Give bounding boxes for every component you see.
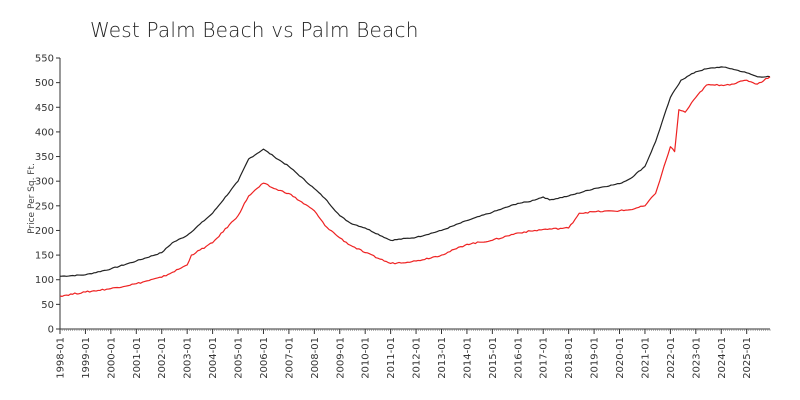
series-line-1 <box>59 66 771 277</box>
y-tick-label: 0 <box>48 325 54 336</box>
y-tick-label: 450 <box>35 103 54 114</box>
series-line-2 <box>59 76 771 297</box>
x-tick-label: 2023-01 <box>691 337 702 379</box>
x-tick-label: 2008-01 <box>310 337 321 379</box>
y-axis-title: Price Per Sq. Ft. <box>27 163 37 234</box>
y-tick-label: 50 <box>41 300 54 311</box>
x-tick-label: 2013-01 <box>437 337 448 379</box>
y-tick-label: 550 <box>35 54 54 65</box>
y-tick-label: 300 <box>35 177 54 188</box>
y-tick-label: 200 <box>35 226 54 237</box>
x-tick-label: 2018-01 <box>564 337 575 379</box>
x-tick-label: 1999-01 <box>81 337 92 379</box>
x-tick-label: 2003-01 <box>183 337 194 379</box>
series-layer <box>59 66 771 297</box>
x-tick-label: 2017-01 <box>539 337 550 379</box>
x-tick-label: 1998-01 <box>56 337 67 379</box>
x-tick-label: 2020-01 <box>615 337 626 379</box>
x-tick-label: 2005-01 <box>234 337 245 379</box>
x-tick-label: 2019-01 <box>590 337 601 379</box>
x-tick-label: 2024-01 <box>717 337 728 379</box>
x-tick-label: 2016-01 <box>513 337 524 379</box>
x-tick-label: 2021-01 <box>640 337 651 379</box>
y-tick-label: 150 <box>35 251 54 262</box>
x-tick-label: 2001-01 <box>132 337 143 379</box>
x-tick-label: 2014-01 <box>462 337 473 379</box>
y-tick-label: 400 <box>35 127 54 138</box>
x-tick-label: 2007-01 <box>284 337 295 379</box>
y-tick-label: 100 <box>35 275 54 286</box>
x-tick-label: 2012-01 <box>412 337 423 379</box>
x-tick-label: 2010-01 <box>361 337 372 379</box>
x-tick-label: 2011-01 <box>386 337 397 379</box>
y-tick-label: 500 <box>35 78 54 89</box>
x-tick-label: 2002-01 <box>157 337 168 379</box>
x-tick-label: 2015-01 <box>488 337 499 379</box>
y-tick-label: 250 <box>35 201 54 212</box>
x-tick-label: 2006-01 <box>259 337 270 379</box>
x-tick-label: 2004-01 <box>208 337 219 379</box>
x-tick-label: 2025-01 <box>742 337 753 379</box>
x-tick-label: 2022-01 <box>666 337 677 379</box>
axes: 0 50 100 150 200 250 300 350 400 450 500 550 1998-01… <box>27 54 771 379</box>
y-tick-label: 350 <box>35 152 54 163</box>
x-tick-label: 2000-01 <box>106 337 117 379</box>
chart-title: West Palm Beach vs Palm Beach <box>90 18 419 42</box>
x-tick-label: 2009-01 <box>335 337 346 379</box>
